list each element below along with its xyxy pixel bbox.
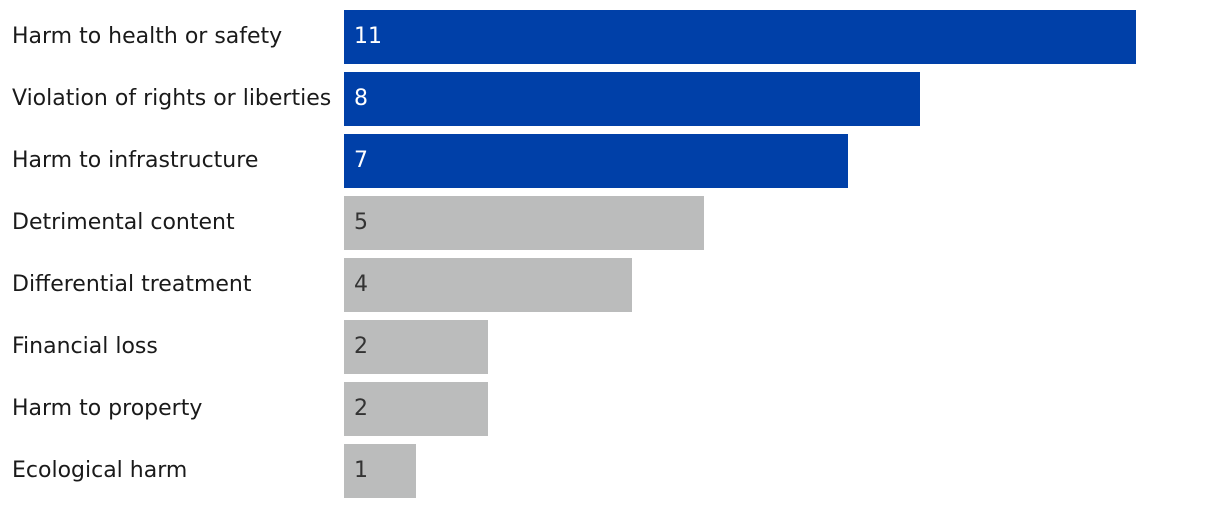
category-label: Detrimental content <box>12 210 235 235</box>
value-label: 2 <box>354 334 368 359</box>
value-label: 2 <box>354 396 368 421</box>
bar <box>344 382 488 436</box>
bar <box>344 444 416 498</box>
category-label: Differential treatment <box>12 272 252 297</box>
value-label: 1 <box>354 458 368 483</box>
value-label: 7 <box>354 148 368 173</box>
bar <box>344 134 848 188</box>
bar <box>344 320 488 374</box>
bar <box>344 10 1136 64</box>
category-label: Ecological harm <box>12 458 187 483</box>
value-label: 5 <box>354 210 368 235</box>
value-label: 11 <box>354 24 382 49</box>
category-label: Harm to health or safety <box>12 24 282 49</box>
value-label: 4 <box>354 272 368 297</box>
bar <box>344 72 920 126</box>
value-label: 8 <box>354 86 368 111</box>
bars-group: Harm to health or safety 11 Violation of r… <box>12 10 1136 498</box>
category-label: Financial loss <box>12 334 158 359</box>
bar <box>344 196 704 250</box>
category-label: Harm to property <box>12 396 202 421</box>
bar <box>344 258 632 312</box>
category-label: Harm to infrastructure <box>12 148 258 173</box>
category-label: Violation of rights or liberties <box>12 86 331 111</box>
